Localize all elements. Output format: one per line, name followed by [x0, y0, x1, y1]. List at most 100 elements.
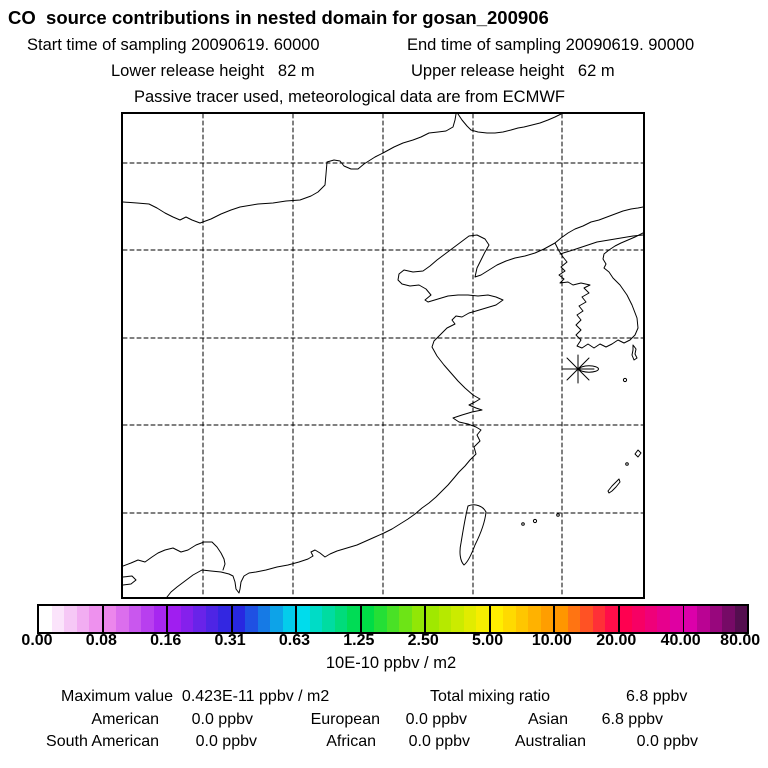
colorbar-cell: [463, 606, 477, 632]
colorbar-cell: [540, 606, 554, 632]
colorbar-cell: [411, 606, 425, 632]
colorbar-cell: [503, 606, 516, 632]
colorbar-cell: [555, 606, 568, 632]
north-border-line-east: [458, 114, 561, 133]
colorbar-cell: [476, 606, 489, 632]
colorbar-cell: [322, 606, 335, 632]
colorbar-cell: [657, 606, 670, 632]
region-value-european: 0.0 ppbv: [405, 711, 467, 728]
colorbar-cell: [282, 606, 296, 632]
colorbar-cell: [438, 606, 452, 632]
colorbar-cell: [490, 606, 504, 632]
colorbar-cell: [592, 606, 606, 632]
upper-release-height-text: Upper release height 62 m: [411, 62, 615, 80]
colorbar-cell: [451, 606, 464, 632]
colorbar-tick-label: 20.00: [596, 632, 637, 649]
colorbar-cell: [257, 606, 271, 632]
colorbar-cell: [632, 606, 645, 632]
colorbar-cell: [722, 606, 735, 632]
region-label-african: African: [326, 733, 376, 750]
colorbar-tick-label: 40.00: [660, 632, 701, 649]
colorbar-cell: [141, 606, 154, 632]
colorbar-cell: [528, 606, 541, 632]
colorbar-cell: [309, 606, 323, 632]
colorbar-cell: [116, 606, 129, 632]
colorbar-cell: [669, 606, 683, 632]
border-fragment-sw: [123, 576, 136, 585]
map-svg: [123, 114, 643, 597]
colorbar-cell: [696, 606, 710, 632]
region-label-south-american: South American: [46, 733, 159, 750]
colorbar-cell: [270, 606, 283, 632]
colorbar-cell: [605, 606, 618, 632]
colorbar-cell: [386, 606, 400, 632]
tumen-border-line: [560, 235, 643, 254]
colorbar-tick-label: 0.16: [150, 632, 182, 649]
china-coastline: [167, 235, 555, 597]
colorbar-cell: [644, 606, 658, 632]
colorbar-cell: [347, 606, 360, 632]
colorbar-cell: [89, 606, 102, 632]
total-mixing-ratio-value: 6.8 ppbv: [626, 688, 688, 705]
colorbar-cell: [153, 606, 167, 632]
colorbar-cell: [218, 606, 231, 632]
region-value-american: 0.0 ppbv: [191, 711, 253, 728]
colorbar-cell: [734, 606, 748, 632]
sampling-start-text: Start time of sampling 20090619. 60000: [27, 36, 320, 54]
colorbar-segment: [426, 606, 491, 632]
colorbar-cell: [426, 606, 439, 632]
colorbar-cell: [193, 606, 206, 632]
colorbar-segment: [490, 606, 556, 632]
lower-release-height-text: Lower release height 82 m: [111, 62, 315, 80]
colorbar-tick-label: 5.00: [471, 632, 504, 649]
page-title: CO source contributions in nested domain…: [8, 7, 549, 28]
colorbar: [37, 604, 749, 634]
colorbar-tick-label: 1.25: [343, 632, 375, 649]
colorbar-cell: [361, 606, 375, 632]
total-mixing-ratio-label: Total mixing ratio: [430, 688, 551, 705]
colorbar-cell: [515, 606, 529, 632]
colorbar-cell: [334, 606, 348, 632]
map-panel: [121, 112, 645, 599]
korea-coastline: [555, 233, 643, 348]
sampling-end-text: End time of sampling 20090619. 90000: [407, 36, 695, 54]
colorbar-cell: [684, 606, 697, 632]
colorbar-unit-label: 10E-10 ppbv / m2: [325, 654, 457, 672]
colorbar-segment: [168, 606, 233, 632]
colorbar-tick-label: 0.63: [278, 632, 311, 649]
colorbar-cell: [619, 606, 633, 632]
colorbar-tick-label: 0.08: [85, 632, 117, 649]
taiwan-island: [460, 505, 486, 565]
region-label-australian: Australian: [514, 733, 586, 750]
colorbar-segment: [297, 606, 362, 632]
region-value-australian: 0.0 ppbv: [636, 733, 698, 750]
colorbar-cell: [567, 606, 581, 632]
colorbar-segment: [103, 606, 169, 632]
colorbar-cell: [168, 606, 181, 632]
colorbar-cell: [64, 606, 77, 632]
colorbar-segment: [555, 606, 620, 632]
colorbar-tick-label: 10.00: [531, 632, 572, 649]
region-value-asian: 6.8 ppbv: [601, 711, 663, 728]
gosan-station-marker: [563, 355, 594, 383]
map-grid: [123, 114, 643, 597]
colorbar-cell: [580, 606, 593, 632]
region-value-african: 0.0 ppbv: [408, 733, 470, 750]
yalu-border-line: [555, 207, 643, 243]
colorbar-cell: [39, 606, 52, 632]
colorbar-cell: [51, 606, 65, 632]
region-value-south-american: 0.0 ppbv: [195, 733, 257, 750]
colorbar-segment: [684, 606, 748, 632]
colorbar-cell: [205, 606, 219, 632]
colorbar-cell: [128, 606, 142, 632]
colorbar-cell: [76, 606, 90, 632]
colorbar-cell: [232, 606, 246, 632]
north-border-line-west: [123, 114, 456, 223]
colorbar-segment: [361, 606, 427, 632]
maximum-value-text: Maximum value 0.423E-11 ppbv / m2: [61, 688, 330, 705]
colorbar-segment: [39, 606, 104, 632]
colorbar-cell: [297, 606, 310, 632]
colorbar-cell: [180, 606, 194, 632]
colorbar-cell: [374, 606, 387, 632]
colorbar-tick-label: 0.00: [21, 632, 53, 649]
